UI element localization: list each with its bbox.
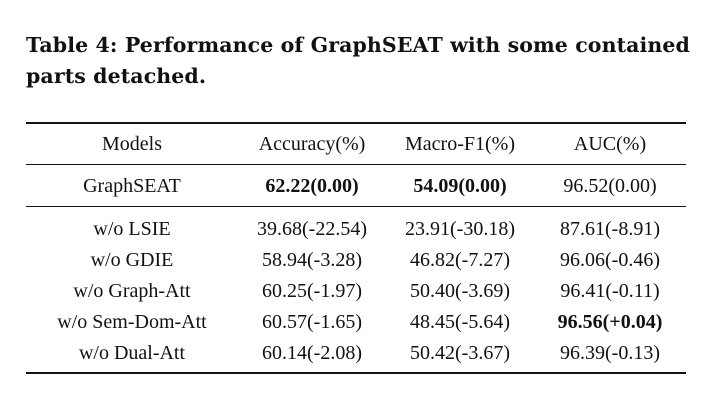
row-accuracy: 39.68(-22.54): [257, 218, 367, 240]
row-model-name: w/o GDIE: [90, 249, 174, 271]
row-macro-f1: 50.42(-3.67): [410, 342, 510, 364]
row-model-name: w/o Sem-Dom-Att: [57, 311, 207, 333]
row-accuracy: 60.57(-1.65): [262, 311, 362, 333]
table-header-row: Models Accuracy(%) Macro-F1(%) AUC(%): [26, 129, 686, 159]
header-rule: [26, 164, 686, 165]
row-model-name: w/o Dual-Att: [78, 342, 186, 364]
row-macro-f1: 54.09(0.00): [413, 175, 507, 197]
row-model-name: w/o LSIE: [93, 218, 171, 240]
row-auc: 87.61(-8.91): [560, 218, 660, 240]
row-accuracy: 60.14(-2.08): [262, 342, 362, 364]
row-auc: 96.41(-0.11): [560, 280, 660, 302]
table-row: w/o Graph-Att 60.25(-1.97) 50.40(-3.69) …: [26, 276, 686, 306]
row-accuracy: 60.25(-1.97): [262, 280, 362, 302]
header-accuracy: Accuracy(%): [258, 133, 366, 155]
row-auc: 96.56(+0.04): [557, 311, 663, 333]
header-macro-f1: Macro-F1(%): [405, 133, 515, 155]
group-rule: [26, 206, 686, 207]
header-auc: AUC(%): [573, 133, 647, 155]
table-row: w/o GDIE 58.94(-3.28) 46.82(-7.27) 96.06…: [26, 245, 686, 275]
table-row: w/o Dual-Att 60.14(-2.08) 50.42(-3.67) 9…: [26, 338, 686, 368]
row-model-name: GraphSEAT: [83, 175, 181, 197]
table-bottom-rule: [26, 372, 686, 374]
row-macro-f1: 23.91(-30.18): [405, 218, 515, 240]
row-macro-f1: 46.82(-7.27): [410, 249, 510, 271]
table-caption: Table 4: Performance of GraphSEAT with s…: [26, 33, 690, 88]
row-auc: 96.39(-0.13): [560, 342, 660, 364]
table-row-full-model: GraphSEAT 62.22(0.00) 54.09(0.00) 96.52(…: [26, 171, 686, 201]
row-auc: 96.52(0.00): [563, 175, 657, 197]
row-macro-f1: 50.40(-3.69): [410, 280, 510, 302]
row-model-name: w/o Graph-Att: [73, 280, 191, 302]
row-macro-f1: 48.45(-5.64): [410, 311, 510, 333]
row-accuracy: 62.22(0.00): [265, 175, 359, 197]
table-top-rule: [26, 122, 686, 124]
table-row: w/o Sem-Dom-Att 60.57(-1.65) 48.45(-5.64…: [26, 307, 686, 337]
row-auc: 96.06(-0.46): [560, 249, 660, 271]
header-models: Models: [102, 133, 162, 155]
table-row: w/o LSIE 39.68(-22.54) 23.91(-30.18) 87.…: [26, 214, 686, 244]
row-accuracy: 58.94(-3.28): [262, 249, 362, 271]
